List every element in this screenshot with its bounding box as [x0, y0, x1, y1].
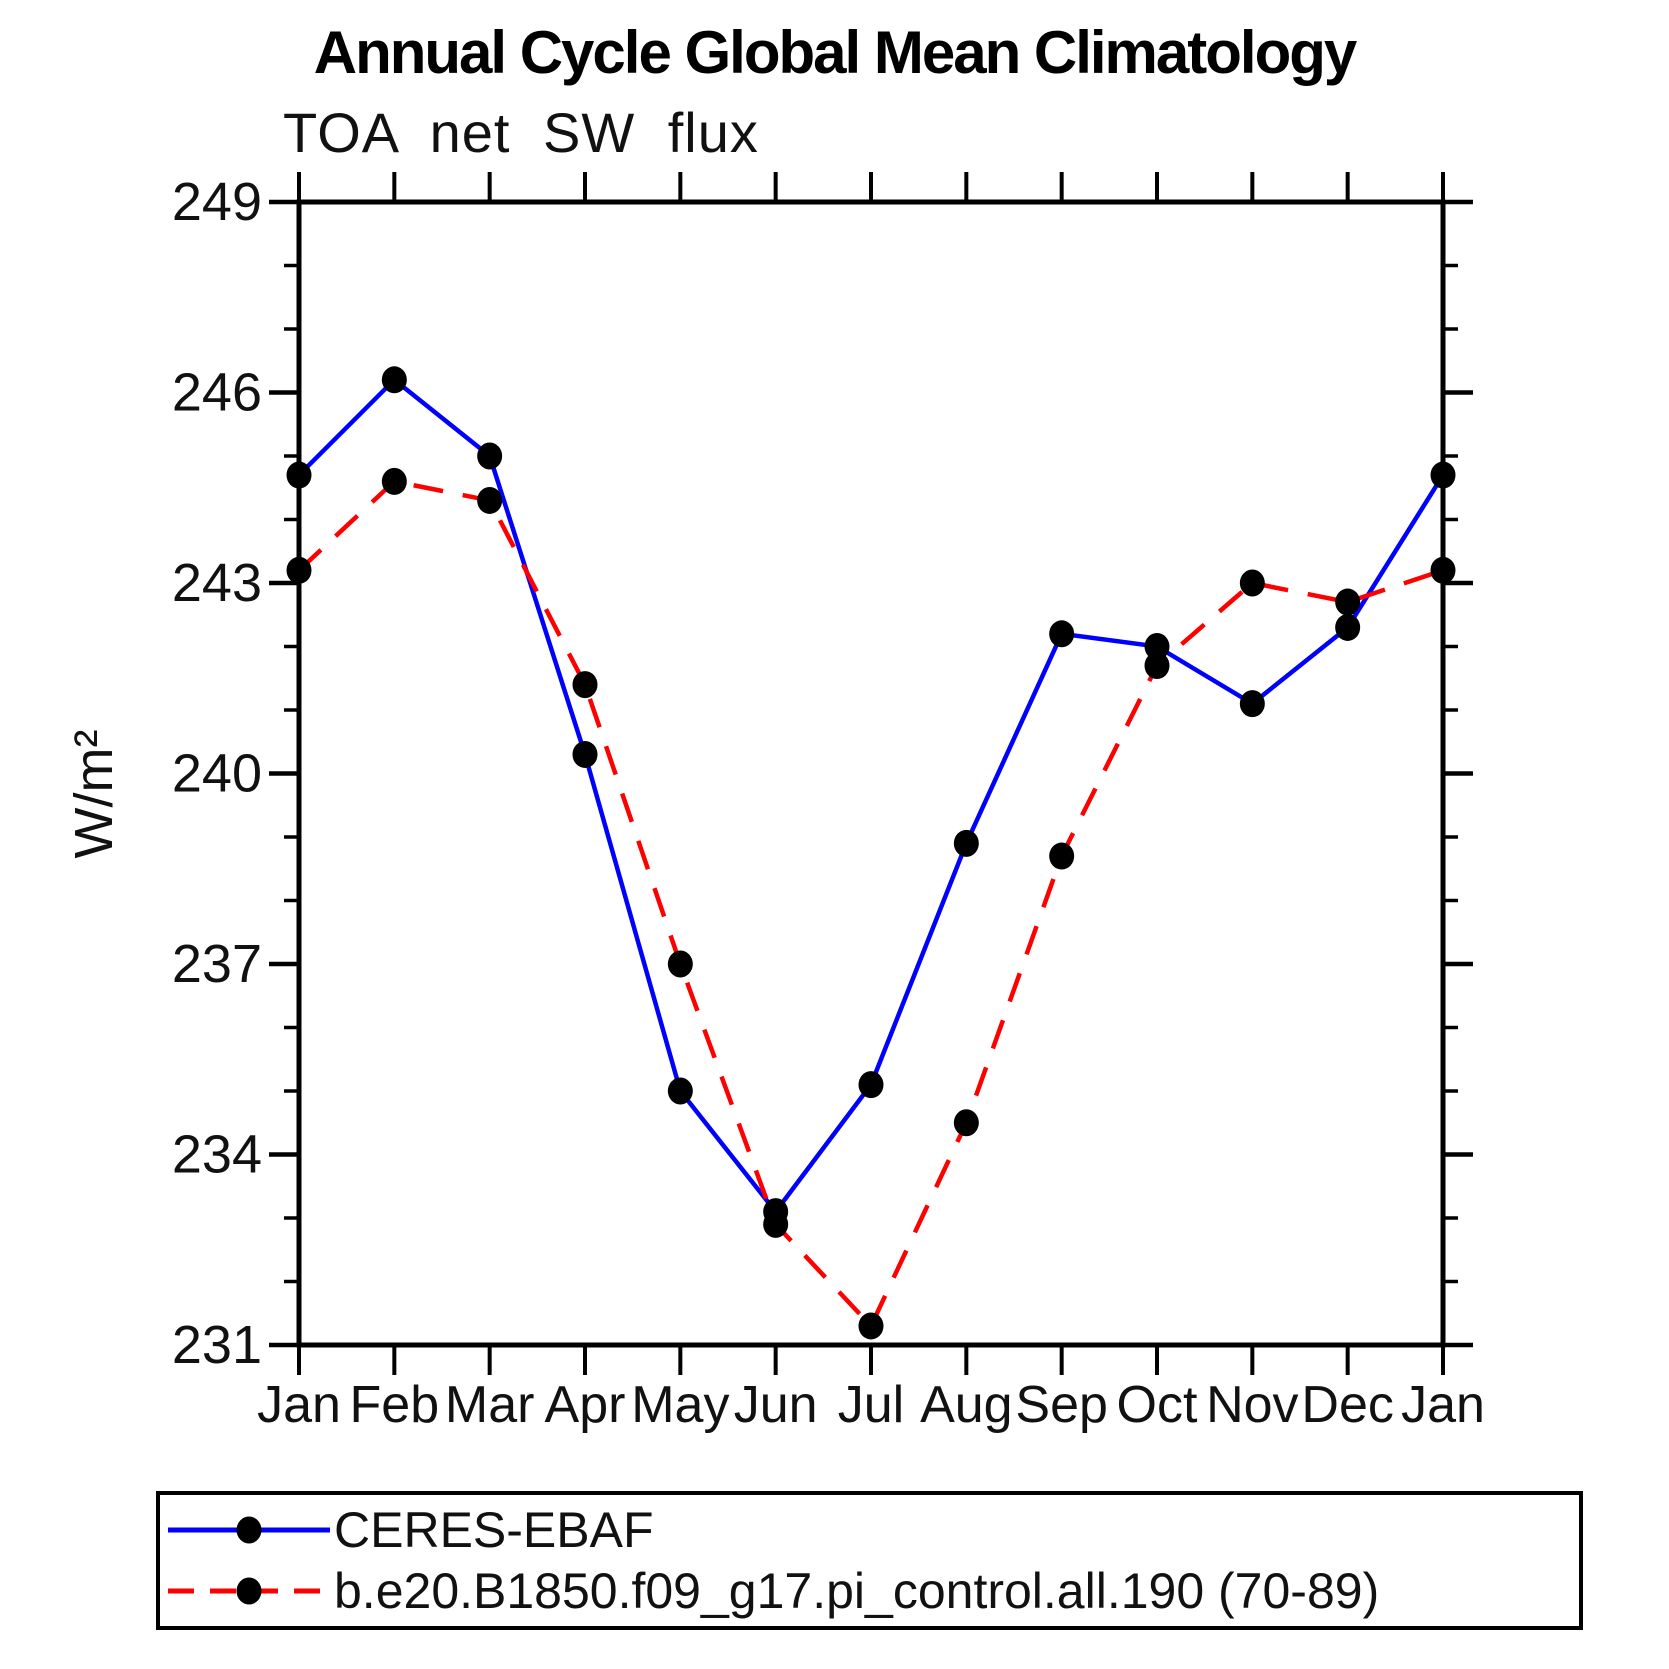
x-tick-label: Nov [1206, 1376, 1298, 1434]
x-tick-label: Jul [838, 1376, 904, 1434]
x-tick-label: Mar [445, 1376, 535, 1434]
data-point-marker [286, 556, 312, 584]
data-point-marker [1335, 588, 1361, 616]
y-tick-label: 234 [172, 1125, 262, 1185]
data-point-marker [381, 366, 407, 394]
x-tick-label: Sep [1015, 1376, 1108, 1434]
x-tick-label: Apr [545, 1376, 626, 1434]
legend-sample-dashed-line-icon [168, 1577, 330, 1605]
x-tick-label: Aug [920, 1376, 1013, 1434]
data-point-marker [286, 461, 312, 489]
y-axis-ticks [269, 199, 1473, 1348]
series-ceres-ebaf [286, 366, 1456, 1226]
series-line [297, 478, 1444, 1330]
legend: CERES-EBAF b.e20.B1850.f09_g17.pi_contro… [156, 1491, 1583, 1630]
y-tick-label: 246 [172, 363, 262, 423]
chart-subtitle: TOA net SW flux [283, 101, 759, 164]
y-tick-label: 240 [172, 744, 262, 804]
y-tick-label: 243 [172, 553, 262, 613]
x-tick-label: Jun [734, 1376, 818, 1434]
legend-marker [236, 1577, 262, 1605]
data-point-marker [477, 486, 503, 514]
data-point-marker [1144, 652, 1170, 680]
y-axis-labels: 231 234 237 240 243 246 249 [172, 172, 262, 1375]
y-tick-label: 249 [172, 172, 262, 232]
chart-title: Annual Cycle Global Mean Climatology [313, 19, 1358, 86]
data-point-marker [858, 1312, 884, 1340]
data-point-marker [858, 1071, 884, 1099]
data-point-marker [953, 1109, 979, 1137]
x-tick-label: Jan [257, 1376, 341, 1434]
data-point-marker [667, 1077, 693, 1105]
x-tick-label: Oct [1117, 1376, 1198, 1434]
data-point-marker [1335, 613, 1361, 641]
y-tick-label: 237 [172, 934, 262, 994]
x-tick-label: Jan [1401, 1376, 1485, 1434]
data-point-marker [1049, 620, 1075, 648]
x-axis-ticks [297, 172, 1445, 1375]
series-model [286, 467, 1456, 1340]
data-point-marker [1239, 569, 1265, 597]
data-point-marker [1049, 842, 1075, 870]
data-point-marker [572, 740, 598, 768]
data-point-marker [763, 1210, 789, 1238]
data-point-marker [477, 442, 503, 470]
data-point-marker [1430, 556, 1456, 584]
legend-sample-solid-line-icon [168, 1516, 330, 1544]
legend-marker [236, 1516, 262, 1544]
data-point-marker [381, 467, 407, 495]
y-tick-label: 231 [172, 1315, 262, 1375]
x-axis-labels: Jan Feb Mar Apr May Jun Jul Aug Sep Oct Nov Dec Jan [257, 1376, 1485, 1434]
data-point-marker [1239, 690, 1265, 718]
data-point-marker [572, 671, 598, 699]
legend-item-model: b.e20.B1850.f09_g17.pi_control.all.190 (… [164, 1561, 1579, 1623]
data-point-marker [667, 950, 693, 978]
legend-label: CERES-EBAF [334, 1501, 654, 1558]
axis-frame [296, 199, 1446, 1348]
data-point-marker [1144, 633, 1170, 660]
x-tick-label: Feb [350, 1376, 440, 1434]
legend-item-ceres: CERES-EBAF [164, 1499, 1579, 1561]
legend-label: b.e20.B1850.f09_g17.pi_control.all.190 (… [334, 1563, 1380, 1620]
data-point-marker [1430, 461, 1456, 489]
x-tick-label: Dec [1301, 1376, 1393, 1434]
data-point-marker [953, 829, 979, 857]
x-tick-label: May [631, 1376, 729, 1434]
